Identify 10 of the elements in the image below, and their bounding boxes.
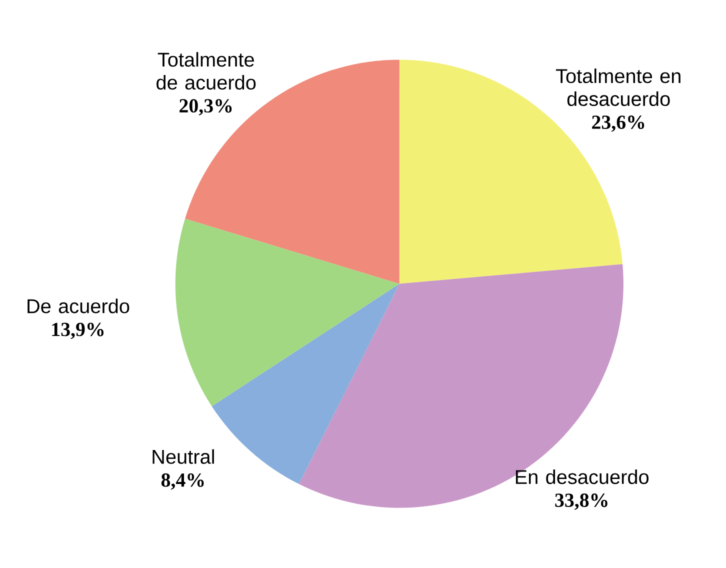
- slice-label: Neutral: [152, 449, 214, 464]
- slice-label: Totalmente de acuerdo: [156, 52, 256, 90]
- slice-label: De acuerdo: [28, 298, 130, 314]
- slice-label: Totalmente en desacuerdo: [556, 68, 680, 106]
- data-label: 20,3%: [180, 99, 232, 116]
- data-label: 33,8%: [555, 494, 608, 510]
- slice-label: En desacuerdo: [516, 470, 649, 484]
- data-label: 13,9%: [52, 322, 104, 340]
- data-label: 23,6%: [592, 116, 644, 132]
- data-label: 8,4%: [161, 474, 204, 490]
